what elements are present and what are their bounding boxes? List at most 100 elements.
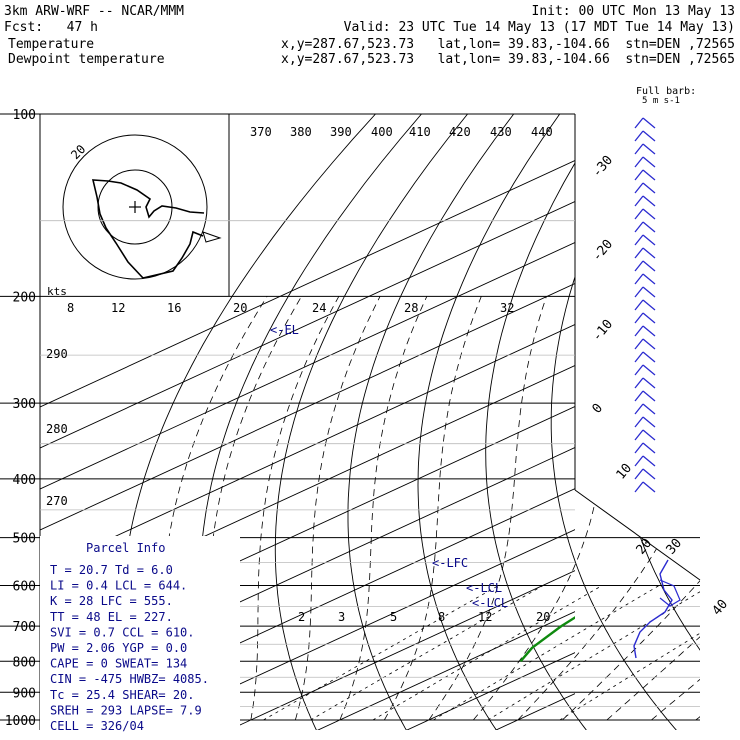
- dewpoint-legend-label: Dewpoint temperature: [8, 52, 165, 67]
- level-annotations: <-EL <-LFC <-LCL<-LCL: [270, 323, 508, 610]
- wind-barb: [642, 195, 656, 207]
- wind-barbs: [634, 117, 656, 493]
- parcel-info-row: LI = 0.4 LCL = 644.: [50, 579, 187, 593]
- mixing-ratio-label: 2: [298, 610, 305, 624]
- pressure-label-600: 600: [13, 580, 36, 595]
- parcel-info-row: Tc = 25.4 SHEAR= 20.: [50, 688, 195, 702]
- wind-barb: [642, 442, 656, 454]
- isotherm: [317, 611, 575, 730]
- theta-label: 280: [46, 422, 68, 436]
- wind-barb-flag: [634, 468, 644, 480]
- model-title: 3km ARW-WRF -- NCAR/MMM: [4, 4, 184, 19]
- temperature-legend-label: Temperature: [8, 37, 94, 52]
- theta-label: 290: [46, 347, 68, 361]
- wind-barb-flag: [634, 403, 644, 415]
- hodograph-trace: [91, 179, 205, 279]
- isotherm: [40, 324, 575, 572]
- parcel-info-row: PW = 2.06 YGP = 0.0: [50, 641, 187, 655]
- wind-barb-flag: [634, 312, 644, 324]
- hodograph-speed-label: 16: [167, 301, 181, 315]
- parcel-info-title: Parcel Info: [86, 541, 165, 555]
- wind-barb-flag: [634, 234, 644, 246]
- wind-barb-flag: [634, 221, 644, 233]
- isotherm: [228, 570, 575, 730]
- wind-barb: [642, 273, 656, 285]
- wind-barb: [642, 260, 656, 272]
- wind-barb-flag: [634, 377, 644, 389]
- hodograph-speed-label: 12: [111, 301, 125, 315]
- hodograph-speed-label: 32: [500, 301, 514, 315]
- wind-barb: [642, 117, 656, 129]
- wind-barb-flag: [634, 429, 644, 441]
- wind-barb: [642, 299, 656, 311]
- isotherm: [40, 159, 575, 408]
- mixing-ratio-label: 12: [478, 610, 492, 624]
- wind-barb: [642, 481, 656, 493]
- isotherm-label-right: -20: [590, 237, 617, 265]
- wind-barb: [642, 468, 656, 480]
- wind-barb-flag: [634, 325, 644, 337]
- wind-barb: [642, 156, 656, 168]
- wind-barb: [642, 429, 656, 441]
- pressure-label-500: 500: [13, 532, 36, 547]
- wind-barb: [642, 338, 656, 350]
- mixing-ratio-label: 20: [536, 610, 550, 624]
- pressure-label-100: 100: [13, 108, 36, 123]
- mixing-ratio-line: [263, 585, 499, 721]
- level-annotation: <-LFC: [432, 556, 468, 570]
- theta-e-label: 390: [330, 125, 352, 139]
- pressure-label-700: 700: [13, 620, 36, 635]
- wind-barb-flag: [634, 299, 644, 311]
- pressure-label-900: 900: [13, 686, 36, 701]
- wind-barb: [642, 377, 656, 389]
- pressure-label-200: 200: [13, 290, 36, 305]
- theta-label: 270: [46, 494, 68, 508]
- moist-adiabat: [339, 296, 428, 721]
- mixing-ratio-line: [433, 585, 660, 721]
- wind-barb-flag: [634, 117, 644, 129]
- isotherm-label-right: 40: [710, 597, 732, 619]
- isotherm: [579, 101, 740, 733]
- lower-wind-loop: [659, 579, 681, 607]
- pressure-label-1000: 1000: [5, 714, 36, 729]
- dry-adiabat: [485, 114, 607, 730]
- moist-adiabat: [517, 296, 700, 721]
- wind-barb-flag: [634, 442, 644, 454]
- wind-barb-flag: [634, 273, 644, 285]
- wind-barb-flag: [634, 143, 644, 155]
- moist-adiabat: [606, 296, 700, 721]
- right-slant-edge: [574, 489, 701, 581]
- parcel-info-row: CIN = -475 HWBZ= 4085.: [50, 672, 209, 686]
- hodograph-speed-label: 8: [67, 301, 74, 315]
- wind-barb: [642, 247, 656, 259]
- isotherm-label-right: -10: [590, 317, 617, 345]
- dewpoint-location: x,y=287.67,523.73 lat,lon= 39.83,-104.66…: [281, 52, 735, 67]
- theta-e-label: 420: [449, 125, 471, 139]
- isotherm: [40, 365, 575, 613]
- level-annotation: <-EL: [270, 323, 299, 337]
- parcel-info-row: CELL = 326/04: [50, 719, 144, 733]
- isotherm: [50, 488, 575, 730]
- wind-barb-flag: [634, 416, 644, 428]
- moist-adiabat: [294, 296, 381, 721]
- isotherm-label-right: 20: [634, 536, 656, 558]
- wind-barb-flag: [634, 455, 644, 467]
- wind-barb: [642, 130, 656, 142]
- parcel-info-row: CAPE = 0 SWEAT= 134: [50, 657, 187, 671]
- wind-barb-flag: [634, 156, 644, 168]
- theta-e-label: 410: [409, 125, 431, 139]
- theta-e-label: 370: [250, 125, 272, 139]
- parcel-info-row: SREH = 293 LAPSE= 7.9: [50, 703, 202, 717]
- wind-barb: [642, 364, 656, 376]
- pressure-label-400: 400: [13, 473, 36, 488]
- theta-e-label: 380: [290, 125, 312, 139]
- theta-e-label: 430: [490, 125, 512, 139]
- parcel-info-row: SVI = 0.7 CCL = 610.: [50, 625, 195, 639]
- mixing-ratio-line: [310, 585, 544, 721]
- hodograph-unit: kts: [47, 285, 67, 298]
- dry-adiabat: [274, 114, 468, 730]
- wind-barb-flag: [634, 247, 644, 259]
- moist-adiabat: [695, 296, 700, 721]
- isotherm-label-right: 10: [614, 461, 636, 483]
